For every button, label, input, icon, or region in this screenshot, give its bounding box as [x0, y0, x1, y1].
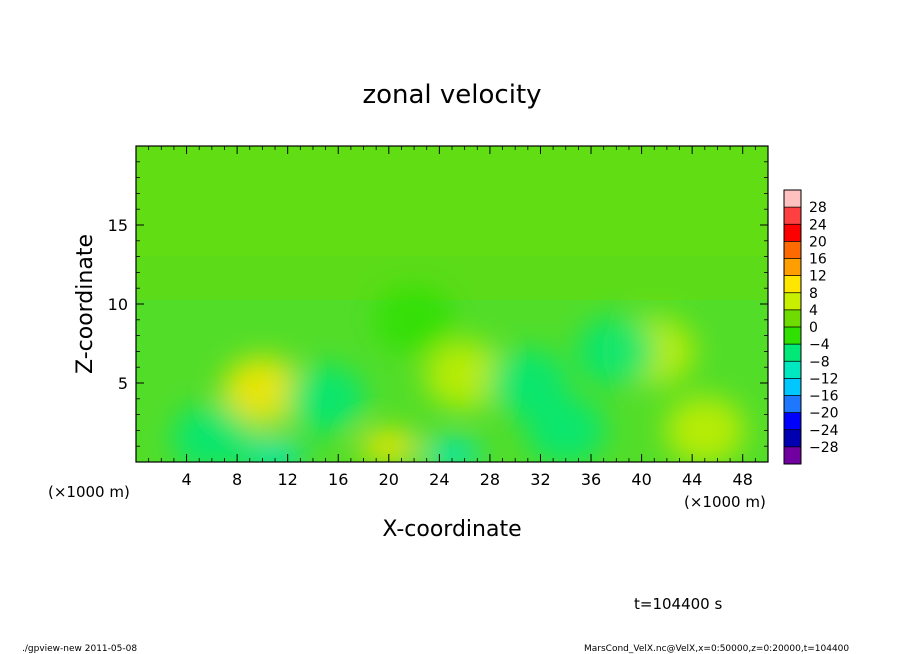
- x-tick-label: 44: [682, 470, 702, 489]
- field-feature-12: [374, 285, 455, 354]
- x-tick-label: 16: [328, 470, 348, 489]
- x-unit-label-left: (×1000 m): [48, 483, 130, 501]
- colorbar-swatch: [784, 190, 801, 208]
- colorbar-label: 20: [809, 234, 827, 250]
- chart-title: zonal velocity: [362, 80, 541, 110]
- colorbar-label: −12: [809, 371, 839, 387]
- colorbar-swatch: [784, 224, 801, 242]
- colorbar-swatch: [784, 344, 801, 362]
- field-feature-5: [285, 364, 366, 433]
- colorbar-label: 24: [809, 217, 827, 233]
- colorbar-label: 28: [809, 200, 827, 216]
- footer-left-note: ./gpview-new 2011-05-08: [22, 644, 137, 654]
- colorbar-label: −16: [809, 389, 839, 405]
- y-tick-label: 15: [108, 216, 128, 235]
- colorbar-swatch: [784, 361, 801, 379]
- colorbar-swatch: [784, 412, 801, 431]
- x-tick-label: 4: [181, 470, 191, 489]
- colorbar-swatch: [784, 446, 801, 465]
- colorbar-label: 16: [809, 252, 827, 268]
- y-axis-label: Z-coordinate: [73, 234, 98, 374]
- x-tick-label: 40: [631, 470, 651, 489]
- x-tick-label: 32: [530, 470, 550, 489]
- field-feature-10: [171, 404, 252, 462]
- colorbar-swatch: [784, 292, 801, 311]
- colorbar-label: 0: [809, 320, 818, 336]
- field-feature-0: [222, 356, 303, 425]
- colorbar-label: 4: [809, 303, 818, 319]
- x-tick-label: 20: [379, 470, 399, 489]
- field-feature-2: [424, 341, 505, 410]
- field-feature-1: [358, 430, 419, 462]
- colorbar-label: −4: [809, 337, 830, 353]
- upper-field-band: [136, 146, 768, 256]
- footer-right-note: MarsCond_VelX.nc@VelX,x=0:50000,z=0:2000…: [584, 644, 849, 654]
- x-axis-label: X-coordinate: [382, 517, 521, 542]
- colorbar-label: 12: [809, 269, 827, 285]
- colorbar-swatch: [784, 275, 801, 294]
- field-features: [171, 285, 745, 462]
- x-tick-label: 24: [429, 470, 449, 489]
- colorbar-label: −8: [809, 354, 830, 370]
- field-feature-9: [422, 438, 482, 462]
- x-axis-ticks: 4 8 12 16 20 24 28 32 36 40 44 48: [148, 146, 756, 489]
- colorbar-label: −20: [809, 406, 839, 422]
- colorbar-swatch: [784, 258, 801, 277]
- x-tick-label: 12: [278, 470, 298, 489]
- colorbar-swatch: [784, 241, 801, 259]
- field-feature-11: [525, 396, 606, 462]
- colorbar-label: −28: [809, 440, 839, 456]
- time-label: t=104400 s: [634, 595, 722, 613]
- colorbar-label: 8: [809, 286, 818, 302]
- y-tick-label: 5: [118, 374, 128, 393]
- colorbar-swatch: [784, 395, 801, 414]
- colorbar-swatch: [784, 378, 801, 396]
- x-tick-label: 48: [733, 470, 753, 489]
- y-tick-label: 10: [108, 295, 128, 314]
- field-feature-4: [664, 396, 745, 462]
- y-axis-ticks: 5 10 15: [108, 161, 768, 447]
- colorbar-swatch: [784, 207, 801, 225]
- x-tick-label: 36: [581, 470, 601, 489]
- colorbar-swatch: [784, 309, 801, 328]
- x-unit-label-right: (×1000 m): [684, 493, 766, 511]
- x-tick-label: 8: [232, 470, 242, 489]
- colorbar-swatch: [784, 327, 801, 345]
- field-feature-7: [576, 317, 657, 386]
- field-feature-6: [487, 349, 568, 417]
- field-feature-8: [245, 439, 306, 462]
- colorbar-swatch: [784, 429, 801, 448]
- x-tick-label: 28: [480, 470, 500, 489]
- colorbar-label: −24: [809, 423, 839, 439]
